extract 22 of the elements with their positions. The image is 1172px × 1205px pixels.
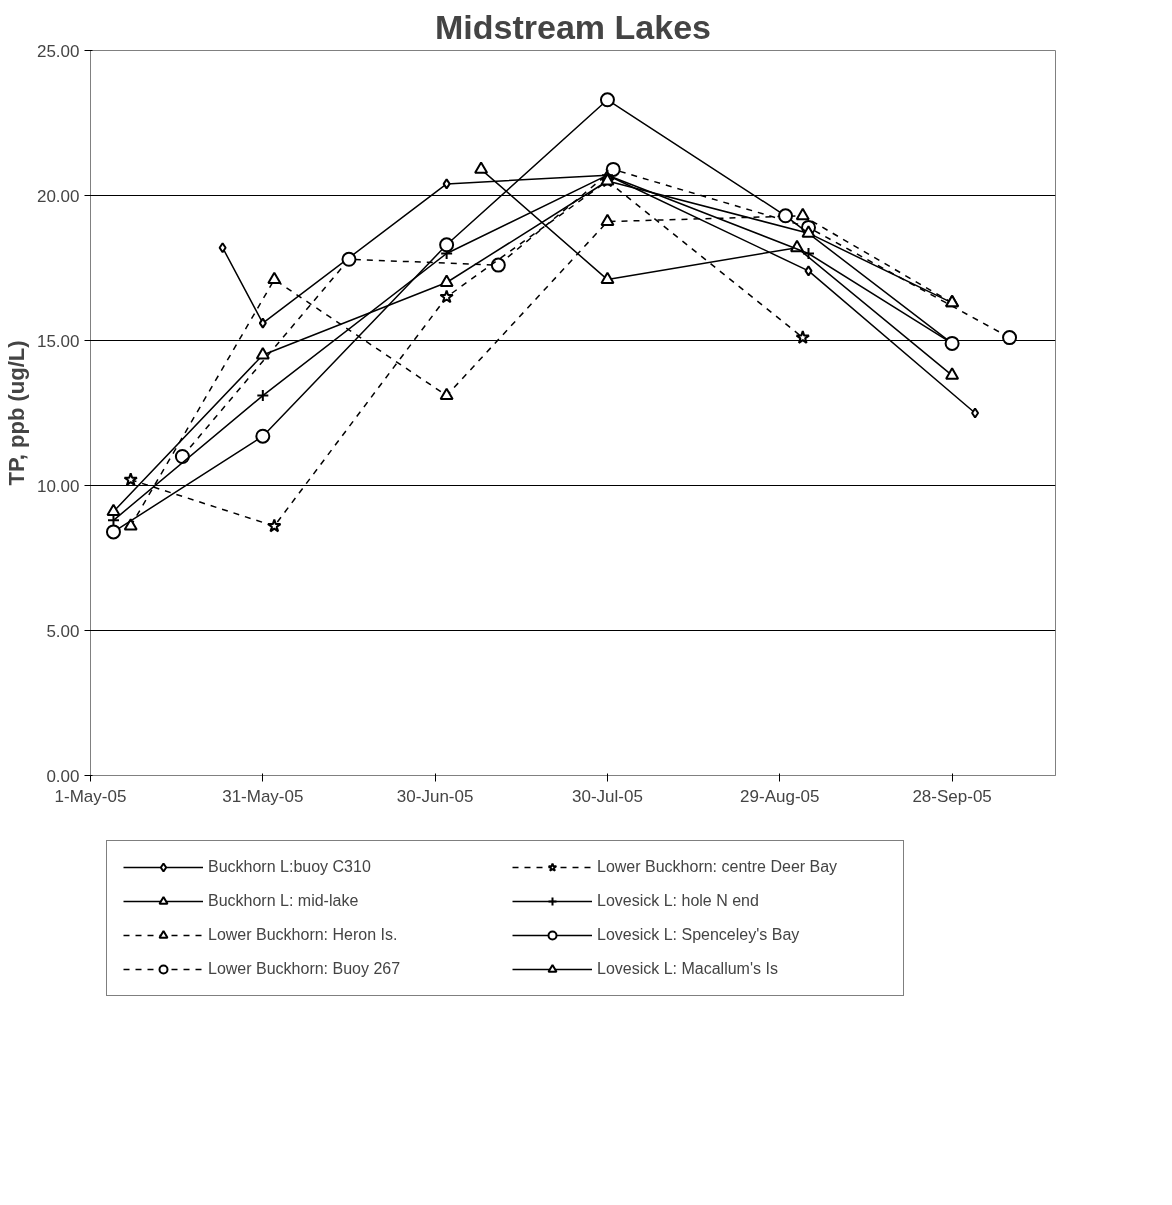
legend-label: Lower Buckhorn: Heron Is. xyxy=(208,926,399,944)
x-tick-label: 31-May-05 xyxy=(222,786,304,806)
legend-label: Buckhorn L:buoy C310 xyxy=(208,858,372,876)
x-tick-label: 29-Aug-05 xyxy=(740,786,820,806)
legend-label: Lovesick L: Macallum's Is xyxy=(597,960,779,978)
y-tick-label: 0.00 xyxy=(46,766,80,786)
y-tick-label: 5.00 xyxy=(46,621,80,641)
chart-title: Midstream Lakes xyxy=(435,7,711,46)
legend-label: Lovesick L: Spenceley's Bay xyxy=(597,926,801,944)
y-tick-label: 10.00 xyxy=(36,476,80,496)
y-axis-title: TP, ppb (ug/L) xyxy=(3,340,29,486)
y-tick-label: 15.00 xyxy=(36,331,80,351)
legend-label: Lovesick L: hole N end xyxy=(597,892,760,910)
x-tick-label: 30-Jul-05 xyxy=(572,786,643,806)
legend-label: Lower Buckhorn: centre Deer Bay xyxy=(597,858,839,876)
legend-label: Buckhorn L: mid-lake xyxy=(208,892,360,910)
x-tick-label: 30-Jun-05 xyxy=(396,786,474,806)
legend-label: Lower Buckhorn: Buoy 267 xyxy=(208,960,402,978)
x-tick-label: 28-Sep-05 xyxy=(912,786,992,806)
y-tick-label: 20.00 xyxy=(36,186,80,206)
x-tick-label: 1-May-05 xyxy=(54,786,127,806)
y-tick-label: 25.00 xyxy=(36,41,80,61)
